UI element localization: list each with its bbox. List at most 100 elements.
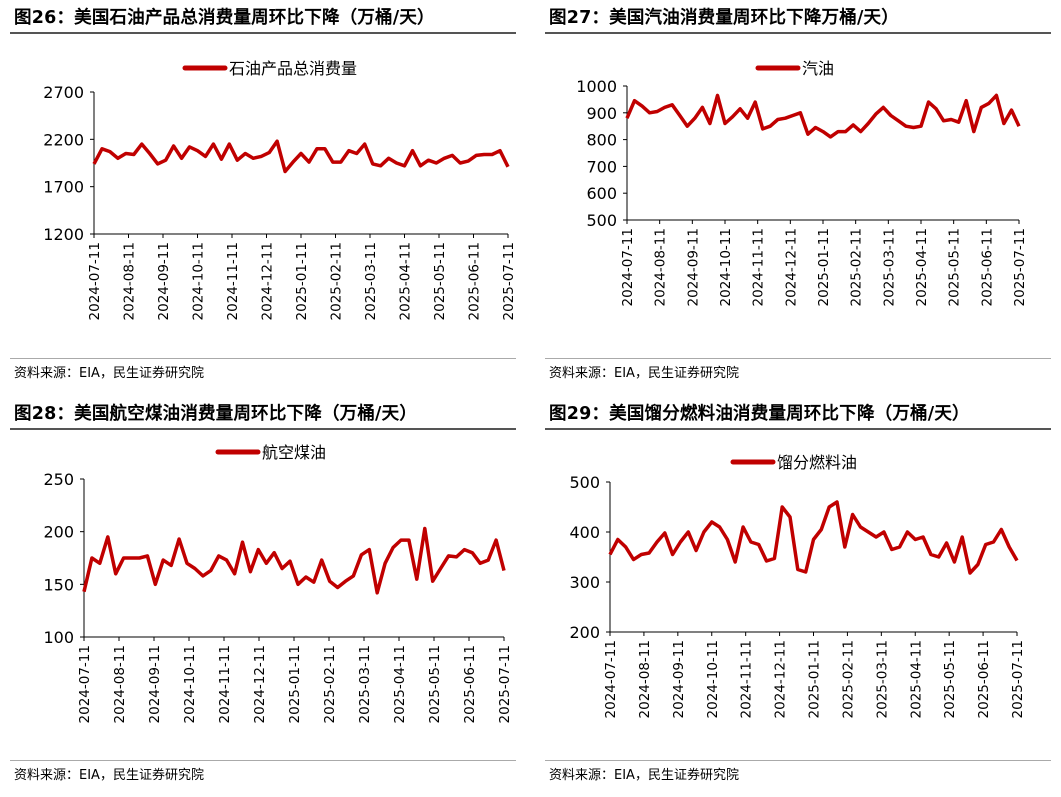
source-note: 资料来源：EIA，民生证券研究院 <box>14 366 204 381</box>
x-tick-label: 2025-03-11 <box>881 228 897 306</box>
x-tick-label: 2025-01-11 <box>816 228 832 306</box>
chart-panel-29: 图29：美国馏分燃料油消费量周环比下降（万桶/天） 200 300 400 500 20… <box>545 398 1055 793</box>
y-tick-label: 2200 <box>43 130 84 149</box>
title-divider <box>545 428 1051 430</box>
x-tick-label: 2024-10-11 <box>705 640 721 718</box>
chart-panel-26: 图26：美国石油产品总消费量周环比下降（万桶/天） 1200 1700 2200 27… <box>10 2 520 397</box>
x-tick-label: 2025-02-11 <box>849 228 865 306</box>
x-tick-label: 2025-01-11 <box>807 640 823 718</box>
x-tick-label: 2024-07-11 <box>87 242 103 320</box>
x-tick-label: 2025-07-11 <box>501 242 517 320</box>
x-tick-label: 2025-05-11 <box>942 640 958 718</box>
y-tick-label: 800 <box>586 131 617 150</box>
y-tick-label: 150 <box>43 575 74 594</box>
x-tick-label: 2025-06-11 <box>976 640 992 718</box>
x-tick-label: 2024-09-11 <box>671 640 687 718</box>
y-tick-label: 200 <box>43 523 74 542</box>
x-tick-label: 2024-10-11 <box>182 645 198 723</box>
x-tick-label: 2024-11-11 <box>739 640 755 718</box>
y-tick-label: 500 <box>569 473 600 492</box>
x-tick-label: 2025-04-11 <box>914 228 930 306</box>
chart-title: 图27：美国汽油消费量周环比下降万桶/天） <box>549 8 899 28</box>
chart-title: 图26：美国石油产品总消费量周环比下降（万桶/天） <box>14 8 435 28</box>
x-tick-label: 2024-08-11 <box>637 640 653 718</box>
x-tick-label: 2024-09-11 <box>685 228 701 306</box>
line-chart: 100 150 200 250 2024-07-11 2024-08-11 2024-09-… <box>43 443 513 723</box>
source-note: 资料来源：EIA，民生证券研究院 <box>549 366 739 381</box>
source-divider <box>545 358 1051 359</box>
title-divider <box>10 428 516 430</box>
chart-title: 图29：美国馏分燃料油消费量周环比下降（万桶/天） <box>549 404 970 424</box>
x-tick-label: 2025-01-11 <box>294 242 310 320</box>
x-tick-label: 2025-04-11 <box>398 242 414 320</box>
x-tick-label: 2024-12-11 <box>783 228 799 306</box>
x-tick-label: 2024-07-11 <box>603 640 619 718</box>
series-line <box>92 139 510 174</box>
x-tick-label: 2024-07-11 <box>620 228 636 306</box>
x-tick-label: 2025-06-11 <box>979 228 995 306</box>
y-tick-label: 500 <box>586 211 617 230</box>
x-tick-label: 2024-12-11 <box>252 645 268 723</box>
x-tick-label: 2025-02-11 <box>329 242 345 320</box>
x-tick-label: 2025-06-11 <box>462 645 478 723</box>
x-tick-label: 2025-03-11 <box>363 242 379 320</box>
x-tick-label: 2024-12-11 <box>260 242 276 320</box>
y-tick-label: 400 <box>569 523 600 542</box>
y-tick-label: 900 <box>586 104 617 123</box>
x-tick-label: 2025-04-11 <box>392 645 408 723</box>
x-tick-label: 2025-01-11 <box>287 645 303 723</box>
legend-label: 汽油 <box>802 59 834 78</box>
x-tick-label: 2024-10-11 <box>718 228 734 306</box>
x-tick-label: 2025-04-11 <box>908 640 924 718</box>
x-tick-label: 2024-07-11 <box>77 645 93 723</box>
y-tick-label: 2700 <box>43 83 84 102</box>
x-tick-label: 2025-03-11 <box>357 645 373 723</box>
source-divider <box>10 358 516 359</box>
series-line <box>625 93 1021 139</box>
x-tick-label: 2025-02-11 <box>322 645 338 723</box>
x-tick-label: 2025-07-11 <box>497 645 513 723</box>
x-tick-label: 2025-06-11 <box>467 242 483 320</box>
y-tick-label: 700 <box>586 157 617 176</box>
y-tick-label: 100 <box>43 628 74 647</box>
line-chart: 500 600 700 800 900 1000 2024-07-11 2024-08-11 2… <box>576 59 1028 306</box>
x-tick-label: 2025-05-11 <box>947 228 963 306</box>
x-tick-label: 2025-02-11 <box>840 640 856 718</box>
x-tick-label: 2024-09-11 <box>147 645 163 723</box>
x-tick-label: 2024-08-11 <box>112 645 128 723</box>
title-divider <box>545 32 1051 34</box>
source-note: 资料来源：EIA，民生证券研究院 <box>549 768 739 783</box>
chart-panel-27: 图27：美国汽油消费量周环比下降万桶/天） 500 600 700 800 900 100… <box>545 2 1055 397</box>
x-tick-label: 2025-03-11 <box>874 640 890 718</box>
x-tick-label: 2024-11-11 <box>751 228 767 306</box>
x-tick-label: 2024-12-11 <box>773 640 789 718</box>
x-tick-label: 2024-08-11 <box>653 228 669 306</box>
y-tick-label: 200 <box>569 623 600 642</box>
title-divider <box>10 32 516 34</box>
x-tick-label: 2025-05-11 <box>432 242 448 320</box>
x-tick-label: 2024-11-11 <box>217 645 233 723</box>
y-tick-label: 250 <box>43 470 74 489</box>
x-tick-label: 2025-05-11 <box>427 645 443 723</box>
x-tick-label: 2025-07-11 <box>1012 228 1028 306</box>
x-tick-label: 2025-07-11 <box>1010 640 1026 718</box>
chart-panel-28: 图28：美国航空煤油消费量周环比下降（万桶/天） 100 150 200 250 202… <box>10 398 520 793</box>
legend-label: 馏分燃料油 <box>777 453 857 472</box>
y-tick-label: 300 <box>569 573 600 592</box>
line-chart: 200 300 400 500 2024-07-11 2024-08-11 2024-09-… <box>569 453 1026 718</box>
y-tick-label: 1700 <box>43 178 84 197</box>
series-line <box>608 500 1019 575</box>
source-note: 资料来源：EIA，民生证券研究院 <box>14 768 204 783</box>
x-tick-label: 2024-09-11 <box>156 242 172 320</box>
chart-title: 图28：美国航空煤油消费量周环比下降（万桶/天） <box>14 404 418 424</box>
legend-label: 石油产品总消费量 <box>229 59 357 78</box>
x-tick-label: 2024-10-11 <box>191 242 207 320</box>
source-divider <box>545 760 1051 761</box>
line-chart: 1200 1700 2200 2700 2024-07-11 2024-08-11 2024… <box>43 59 517 320</box>
x-tick-label: 2024-11-11 <box>225 242 241 320</box>
x-tick-label: 2024-08-11 <box>122 242 138 320</box>
legend-label: 航空煤油 <box>262 443 326 462</box>
source-divider <box>10 760 516 761</box>
y-tick-label: 600 <box>586 184 617 203</box>
y-tick-label: 1200 <box>43 225 84 244</box>
